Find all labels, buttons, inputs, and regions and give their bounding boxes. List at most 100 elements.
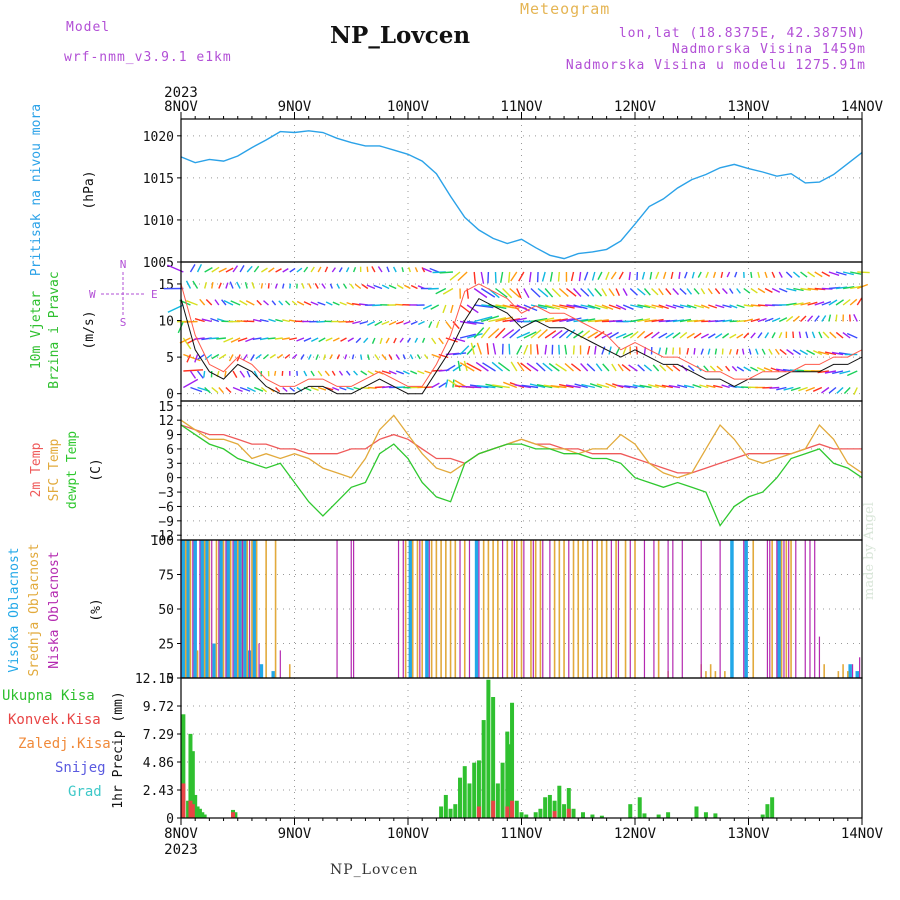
wind-arrow bbox=[435, 321, 440, 329]
wind-arrow bbox=[361, 283, 369, 290]
wind-arrow bbox=[263, 300, 269, 306]
wind-arrow bbox=[679, 318, 692, 323]
wind-arrow bbox=[594, 288, 603, 297]
wind-arrow bbox=[518, 271, 525, 282]
wind-arrow bbox=[353, 370, 359, 376]
wind-arrow bbox=[182, 337, 192, 350]
precip-y-tick-label: 2.43 bbox=[143, 784, 174, 799]
x-label-top: 9NOV bbox=[278, 99, 312, 115]
wind-arrow bbox=[282, 386, 288, 393]
x-label-bottom: 8NOV bbox=[164, 826, 198, 842]
wind-arrow bbox=[672, 288, 680, 296]
wind-arrow bbox=[608, 288, 615, 297]
wind-arrow bbox=[480, 271, 485, 284]
wind-arrow bbox=[587, 345, 591, 355]
wind-arrow bbox=[678, 271, 681, 279]
x-label-bottom: 10NOV bbox=[387, 826, 430, 842]
model-label: Model bbox=[66, 20, 111, 35]
wind-arrow bbox=[393, 337, 397, 344]
precip-bar-0 bbox=[500, 762, 505, 818]
wind-arrow bbox=[537, 317, 555, 323]
wind-arrow bbox=[686, 304, 697, 309]
wind-arrow bbox=[239, 299, 248, 306]
wind-arrow bbox=[672, 319, 685, 323]
wind-y-tick-label: 15 bbox=[158, 278, 174, 293]
wind-arrow bbox=[495, 287, 508, 298]
wind-arrow bbox=[332, 337, 340, 342]
wind-arrow bbox=[580, 363, 589, 372]
wind-arrow bbox=[736, 333, 744, 339]
wind-arrow bbox=[617, 363, 624, 372]
wind-arrow bbox=[211, 281, 214, 289]
wind-arrow bbox=[366, 266, 369, 273]
wind-arrow bbox=[183, 353, 201, 362]
wind-arrow bbox=[805, 386, 815, 392]
wind-arrow bbox=[197, 353, 206, 360]
wind-arrow bbox=[410, 320, 418, 325]
precip-bar-0 bbox=[571, 808, 576, 818]
wind-arrow bbox=[324, 370, 330, 377]
wind-arrow bbox=[488, 317, 507, 323]
wind-arrow bbox=[651, 318, 664, 323]
precip-bar-0 bbox=[507, 744, 512, 818]
wind-arrow bbox=[274, 337, 283, 340]
wind-arrow bbox=[722, 304, 732, 308]
wind-arrow bbox=[301, 283, 305, 289]
wind-arrow bbox=[339, 386, 347, 391]
wind-arrow bbox=[649, 271, 653, 280]
wind-arrow bbox=[768, 348, 773, 355]
wind-arrow bbox=[807, 287, 819, 291]
wind-arrow bbox=[559, 317, 575, 323]
wind-arrow bbox=[720, 271, 724, 278]
wind-arrow bbox=[557, 271, 561, 282]
wind-arrow bbox=[409, 354, 414, 360]
wind-arrow bbox=[289, 386, 296, 392]
cloud-y-tick-label: 75 bbox=[158, 569, 174, 584]
wind-arrow bbox=[699, 384, 709, 389]
wind-arrow bbox=[386, 266, 390, 273]
cloud-y-tick-label: 0 bbox=[166, 672, 174, 687]
wind-arrow bbox=[605, 382, 617, 389]
wind-arrow bbox=[230, 337, 241, 343]
wind-arrow bbox=[189, 370, 197, 379]
precip-bar-1 bbox=[491, 800, 496, 818]
wind-arrow bbox=[743, 304, 754, 308]
wind-arrow bbox=[798, 386, 808, 392]
wind-arrow bbox=[346, 386, 354, 391]
wind-arrow bbox=[736, 304, 745, 309]
wind-arrow bbox=[812, 386, 823, 392]
wind-arrow bbox=[379, 337, 383, 345]
precip-bar-0 bbox=[566, 788, 571, 818]
wind-arrow bbox=[338, 267, 343, 273]
wind-arrow bbox=[574, 383, 588, 389]
wind-arrow bbox=[800, 271, 808, 278]
wind-arrow bbox=[239, 386, 251, 392]
wind-arrow bbox=[559, 304, 575, 309]
wind-arrow bbox=[748, 348, 752, 355]
wind-arrow bbox=[183, 378, 199, 389]
pressure-y-tick-label: 1005 bbox=[143, 256, 174, 271]
wind-arrow bbox=[537, 304, 555, 309]
precip-bar-0 bbox=[491, 697, 496, 818]
footer-station: NP_Lovcen bbox=[330, 862, 419, 878]
wind-arrow bbox=[551, 288, 561, 298]
wind-arrow bbox=[487, 328, 500, 339]
wind-arrow bbox=[555, 363, 567, 372]
wind-arrow bbox=[565, 384, 581, 389]
wind-arrow bbox=[253, 370, 259, 378]
precip-bar-0 bbox=[186, 800, 191, 818]
wind-arrow bbox=[776, 386, 787, 391]
wind-arrow bbox=[486, 343, 490, 355]
precip-bar-0 bbox=[486, 679, 491, 818]
wind-arrow bbox=[714, 348, 718, 355]
panel-frame-0 bbox=[180, 118, 863, 263]
wind-arrow bbox=[523, 344, 529, 355]
wind-arrow bbox=[608, 319, 623, 323]
wind-arrow bbox=[774, 348, 780, 355]
x-label-top: 11NOV bbox=[500, 99, 543, 115]
wind-arrow bbox=[239, 265, 245, 273]
wind-arrow bbox=[259, 319, 269, 323]
wind-arrow bbox=[818, 351, 830, 356]
wind-arrow bbox=[344, 354, 348, 360]
